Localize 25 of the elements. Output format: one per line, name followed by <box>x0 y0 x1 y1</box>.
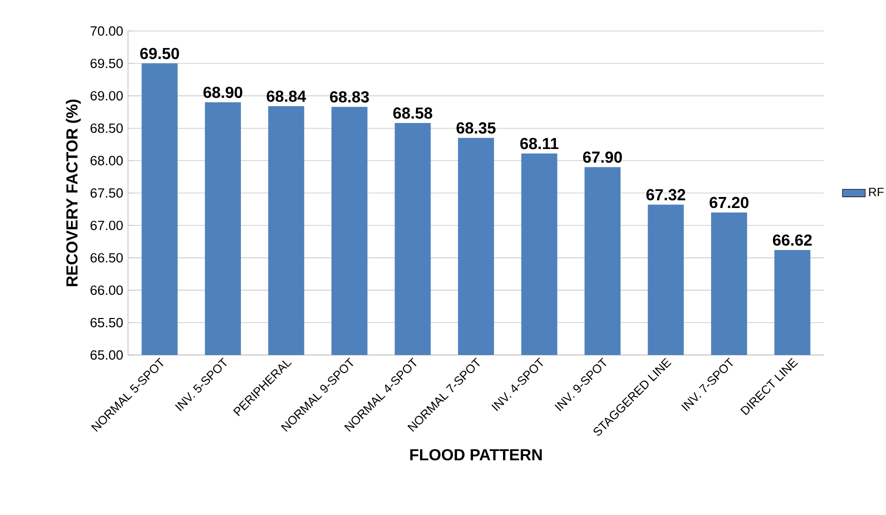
data-label: 66.62 <box>772 234 812 246</box>
y-tick-label: 68.00 <box>90 156 123 166</box>
y-tick-label: 65.00 <box>90 350 123 360</box>
y-tick-label: 65.50 <box>90 318 123 328</box>
data-label: 68.90 <box>203 86 242 98</box>
data-label: 68.35 <box>456 122 496 134</box>
y-tick-label: 67.00 <box>90 220 123 230</box>
data-label: 67.90 <box>583 151 622 163</box>
legend-label: RF <box>869 188 884 196</box>
y-tick-label: 68.50 <box>90 123 123 133</box>
x-axis-title: FLOOD PATTERN <box>410 449 542 460</box>
y-tick-label: 66.00 <box>90 285 123 295</box>
y-tick-label: 66.50 <box>90 253 123 263</box>
y-tick-label: 69.00 <box>90 91 123 101</box>
y-tick-label: 69.50 <box>90 58 123 68</box>
y-tick-label: 67.50 <box>90 188 123 198</box>
data-label: 68.83 <box>330 91 369 103</box>
y-tick-label: 70.00 <box>90 26 123 36</box>
data-label: 67.20 <box>710 196 748 208</box>
data-label: 69.50 <box>140 48 179 60</box>
data-label: 68.84 <box>266 90 306 102</box>
y-axis-title: RECOVERY FACTOR (%) <box>66 100 81 286</box>
data-label: 68.58 <box>393 107 432 119</box>
data-label: 67.32 <box>646 189 686 200</box>
data-label: 68.11 <box>520 138 558 150</box>
